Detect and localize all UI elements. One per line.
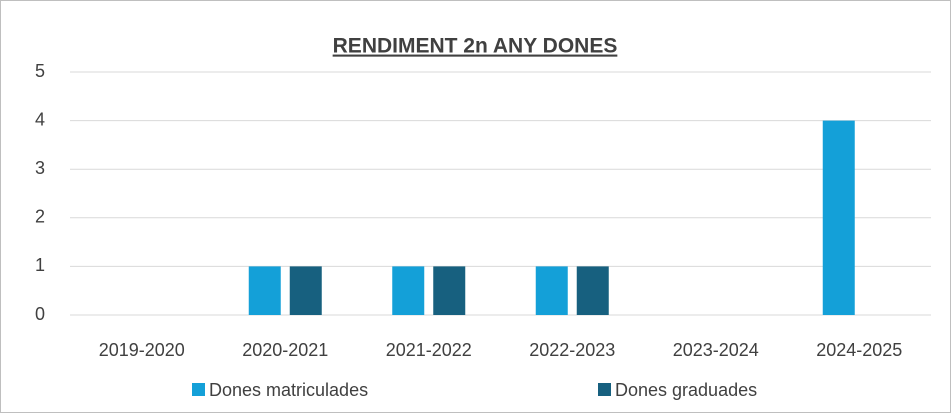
bar <box>433 266 466 315</box>
legend-label: Dones matriculades <box>209 380 368 400</box>
y-tick-label: 5 <box>35 61 45 81</box>
y-tick-label: 0 <box>35 304 45 324</box>
y-tick-label: 2 <box>35 207 45 227</box>
y-tick-label: 4 <box>35 109 45 129</box>
x-tick-label: 2023-2024 <box>673 340 759 360</box>
x-tick-label: 2024-2025 <box>816 340 902 360</box>
bar <box>576 266 609 315</box>
bar <box>392 266 425 315</box>
legend-swatch <box>192 383 205 396</box>
legend-label: Dones graduades <box>615 380 757 400</box>
chart-title: RENDIMENT 2n ANY DONES <box>333 35 618 58</box>
legend-swatch <box>598 383 611 396</box>
bar <box>822 120 855 315</box>
x-tick-label: 2022-2023 <box>529 340 615 360</box>
bar <box>535 266 568 315</box>
x-tick-label: 2021-2022 <box>386 340 472 360</box>
x-tick-label: 2020-2021 <box>242 340 328 360</box>
bar <box>289 266 322 315</box>
y-tick-label: 3 <box>35 158 45 178</box>
bar <box>248 266 281 315</box>
y-tick-label: 1 <box>35 255 45 275</box>
x-tick-label: 2019-2020 <box>99 340 185 360</box>
